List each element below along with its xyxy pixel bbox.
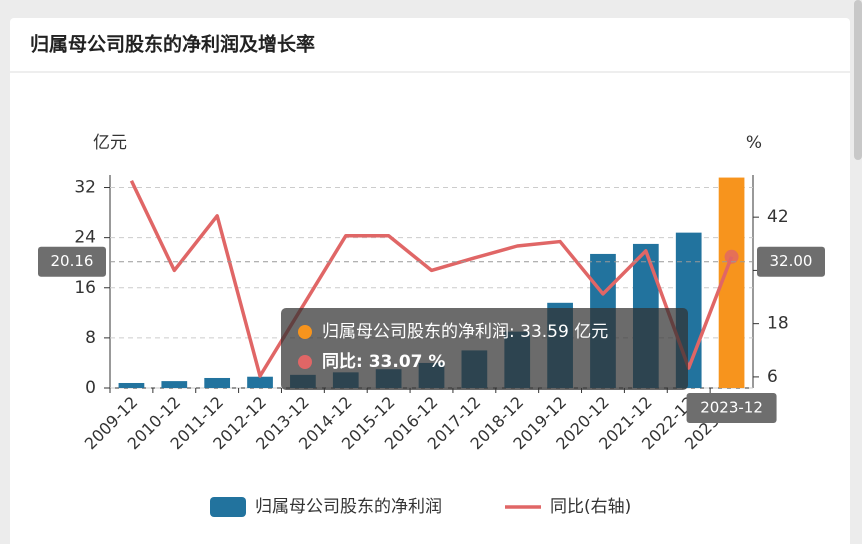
- y-unit: 亿元: [93, 133, 127, 153]
- bar: [204, 377, 231, 388]
- tooltip-unit: %: [428, 352, 445, 372]
- y2-unit: %: [746, 133, 762, 153]
- hover-point: [724, 249, 739, 264]
- tooltip-label: 归属母公司股东的净利润: [322, 322, 509, 342]
- legend-label: 归属母公司股东的净利润: [255, 497, 442, 517]
- line: [129, 180, 734, 378]
- tooltip-label: 同比: [322, 351, 356, 372]
- tooltip-dot: [298, 355, 312, 369]
- pointer-x-label: 2023-12: [700, 399, 763, 417]
- chart-title: 归属母公司股东的净利润及增长率: [30, 33, 315, 56]
- card: [10, 18, 850, 544]
- tooltip-value: 33.59: [520, 322, 569, 342]
- bar: [161, 381, 188, 388]
- y-tick-label: 16: [74, 278, 96, 298]
- y-tick-label: 32: [74, 178, 96, 198]
- tooltip-dot: [298, 325, 312, 339]
- bar: [118, 382, 145, 388]
- tooltip-text: 同比: 33.07 %: [322, 351, 445, 372]
- y2-tick-label: 42: [767, 207, 789, 227]
- bar: [247, 376, 273, 388]
- y-tick-label: 8: [85, 328, 96, 348]
- y-tick-label: 24: [74, 228, 96, 248]
- tooltip: [281, 308, 688, 390]
- pointer-label-bg: [757, 246, 825, 277]
- pointer-label: 20.16: [51, 252, 94, 270]
- legend-label: 同比(右轴): [550, 497, 631, 517]
- y2-tick-label: 6: [767, 367, 778, 387]
- y2-tick-label: 18: [767, 314, 789, 334]
- y-tick-label: 0: [85, 378, 96, 398]
- pointer-label: 32.00: [770, 252, 813, 270]
- pointer-label-bg: [38, 246, 106, 277]
- pointer-x-label-bg: [686, 393, 777, 423]
- tooltip-unit: 亿元: [574, 322, 608, 342]
- tooltip-text: 归属母公司股东的净利润: 33.59 亿元: [322, 322, 608, 342]
- tooltip-value: 33.07: [369, 352, 423, 372]
- scrollbar[interactable]: [854, 0, 862, 160]
- legend-swatch: [210, 497, 246, 517]
